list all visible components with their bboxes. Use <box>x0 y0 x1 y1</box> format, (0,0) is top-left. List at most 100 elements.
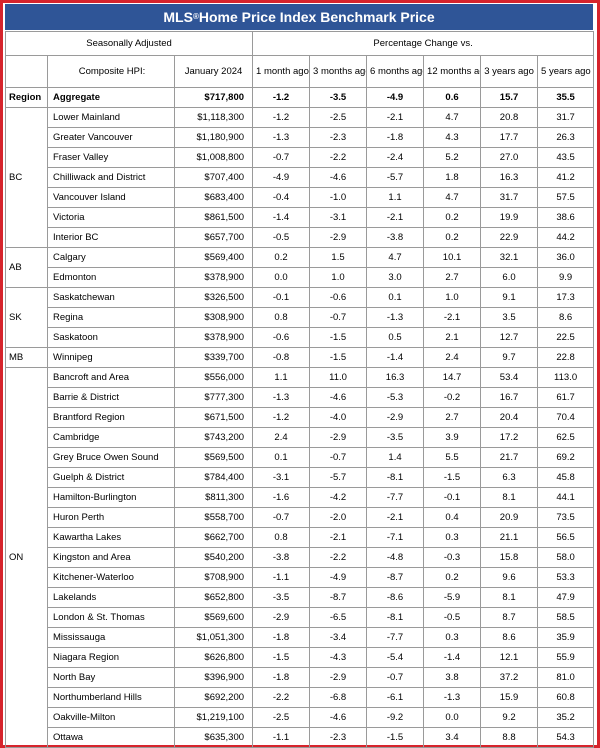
benchmark-price: $540,200 <box>173 547 254 568</box>
area-name: Lakelands <box>47 587 175 608</box>
pct-change-value: 41.2 <box>537 167 595 188</box>
pct-change-value: -1.4 <box>252 207 311 228</box>
pct-change-value: 8.1 <box>480 587 539 608</box>
pct-change-value: 17.2 <box>480 427 539 448</box>
benchmark-price: $1,118,300 <box>173 107 254 128</box>
pct-change-value: 9.1 <box>480 287 539 308</box>
pct-change-value: 0.3 <box>423 627 482 648</box>
pct-change-value: 0.8 <box>252 307 311 328</box>
area-name: Chilliwack and District <box>47 167 175 188</box>
pct-change-value: 6.3 <box>480 467 539 488</box>
table-row: Victoria $861,500 -1.4 -3.1 -2.1 0.2 19.9 38.6 <box>6 207 595 228</box>
area-name: Winnipeg <box>47 347 175 368</box>
pct-change-value: -0.8 <box>252 347 311 368</box>
pct-change-value: -2.9 <box>309 227 368 248</box>
pct-change-value: -2.0 <box>309 507 368 528</box>
pct-change-value: -4.6 <box>309 387 368 408</box>
pct-change-value: -2.1 <box>366 507 425 528</box>
pct-change-value: -0.4 <box>252 187 311 208</box>
pct-change-value: -8.6 <box>366 587 425 608</box>
period-header: 3 years ago <box>480 55 539 88</box>
pct-change-value: 8.7 <box>480 607 539 628</box>
aggregate-row: Region Aggregate $717,800 -1.2 -3.5 -4.9… <box>5 87 595 108</box>
pct-change-value: 9.9 <box>537 267 595 288</box>
benchmark-price: $692,200 <box>173 687 254 708</box>
pct-change-value: 1.1 <box>252 367 311 388</box>
pct-change-value: 0.2 <box>423 567 482 588</box>
table-row: ON Bancroft and Area $556,000 1.1 11.0 16.3 14… <box>5 367 595 748</box>
pct-change-value: -8.7 <box>366 567 425 588</box>
period-header: 1 month ago <box>252 55 311 88</box>
area-name: Niagara Region <box>47 647 175 668</box>
pct-change-value: 8.8 <box>480 727 539 748</box>
table-row: Brantford Region $671,500 -1.2 -4.0 -2.9 2.7 2… <box>6 407 595 428</box>
benchmark-price: $558,700 <box>173 507 254 528</box>
pct-change-value: -0.7 <box>252 147 311 168</box>
pct-change-value: -4.2 <box>309 487 368 508</box>
pct-change-value: -2.1 <box>309 527 368 548</box>
month-column-header: January 2024 <box>173 55 254 88</box>
aggregate-price: $717,800 <box>173 87 254 108</box>
pct-change-value: -3.1 <box>252 467 311 488</box>
pct-change-value: 1.5 <box>309 247 368 268</box>
pct-change-value: 53.4 <box>480 367 539 388</box>
pct-change-value: -1.3 <box>423 687 482 708</box>
pct-change-value: -2.9 <box>252 607 311 628</box>
period-header: 5 years ago <box>537 55 595 88</box>
pct-change-value: 37.2 <box>480 667 539 688</box>
aggregate-value: -4.9 <box>366 87 425 108</box>
area-name: Cambridge <box>47 427 175 448</box>
pct-change-value: -4.0 <box>309 407 368 428</box>
table-row: SK Saskatchewan $326,500 -0.1 -0.6 0.1 1.0 9.1 1… <box>5 287 595 348</box>
table-row: Oakville-Milton $1,219,100 -2.5 -4.6 -9.2 0.0… <box>6 707 595 728</box>
pct-change-value: -3.5 <box>252 587 311 608</box>
benchmark-price: $569,500 <box>173 447 254 468</box>
title-rest: Home Price Index Benchmark Price <box>198 9 435 25</box>
benchmark-price: $308,900 <box>173 307 254 328</box>
pct-change-value: -0.5 <box>252 227 311 248</box>
pct-change-value: 0.1 <box>366 287 425 308</box>
benchmark-price: $743,200 <box>173 427 254 448</box>
pct-change-value: 0.8 <box>252 527 311 548</box>
pct-change-value: -3.8 <box>366 227 425 248</box>
pct-change-value: 4.7 <box>423 187 482 208</box>
pct-change-value: 12.7 <box>480 327 539 348</box>
pct-change-value: -7.1 <box>366 527 425 548</box>
pct-change-value: 16.3 <box>366 367 425 388</box>
area-name: Greater Vancouver <box>47 127 175 148</box>
pct-change-value: -1.5 <box>309 347 368 368</box>
pct-change-value: -2.1 <box>366 107 425 128</box>
pct-change-value: -8.1 <box>366 467 425 488</box>
period-header: 12 months ago <box>423 55 482 88</box>
pct-change-value: -0.2 <box>423 387 482 408</box>
pct-change-value: 1.0 <box>423 287 482 308</box>
pct-change-value: -2.3 <box>309 727 368 748</box>
pct-change-value: 31.7 <box>537 107 595 128</box>
pct-change-value: -5.7 <box>366 167 425 188</box>
pct-change-value: -7.7 <box>366 487 425 508</box>
benchmark-price: $861,500 <box>173 207 254 228</box>
pct-change-value: 0.1 <box>252 447 311 468</box>
pct-change-value: -2.4 <box>366 147 425 168</box>
area-name: Brantford Region <box>47 407 175 428</box>
pct-change-value: 73.5 <box>537 507 595 528</box>
table-row: Grey Bruce Owen Sound $569,500 0.1 -0.7 1.4 5… <box>6 447 595 468</box>
table-row: London & St. Thomas $569,600 -2.9 -6.5 -8.1-… <box>6 607 595 628</box>
pct-change-value: 58.0 <box>537 547 595 568</box>
pct-change-value: -2.9 <box>309 667 368 688</box>
aggregate-value: 15.7 <box>480 87 539 108</box>
pct-change-value: -4.3 <box>309 647 368 668</box>
pct-change-value: -1.5 <box>423 467 482 488</box>
pct-change-value: -1.3 <box>252 127 311 148</box>
benchmark-price: $339,700 <box>173 347 254 368</box>
pct-change-value: 5.5 <box>423 447 482 468</box>
pct-change-value: -2.1 <box>423 307 482 328</box>
registered-mark: ® <box>192 11 199 21</box>
table-row: Niagara Region $626,800 -1.5 -4.3 -5.4 -1.4 12… <box>6 647 595 668</box>
pct-change-value: 0.0 <box>423 707 482 728</box>
pct-change-value: -1.5 <box>366 727 425 748</box>
pct-change-value: 16.7 <box>480 387 539 408</box>
area-name: North Bay <box>47 667 175 688</box>
pct-change-value: -2.3 <box>309 127 368 148</box>
region-code: BC <box>5 107 48 248</box>
